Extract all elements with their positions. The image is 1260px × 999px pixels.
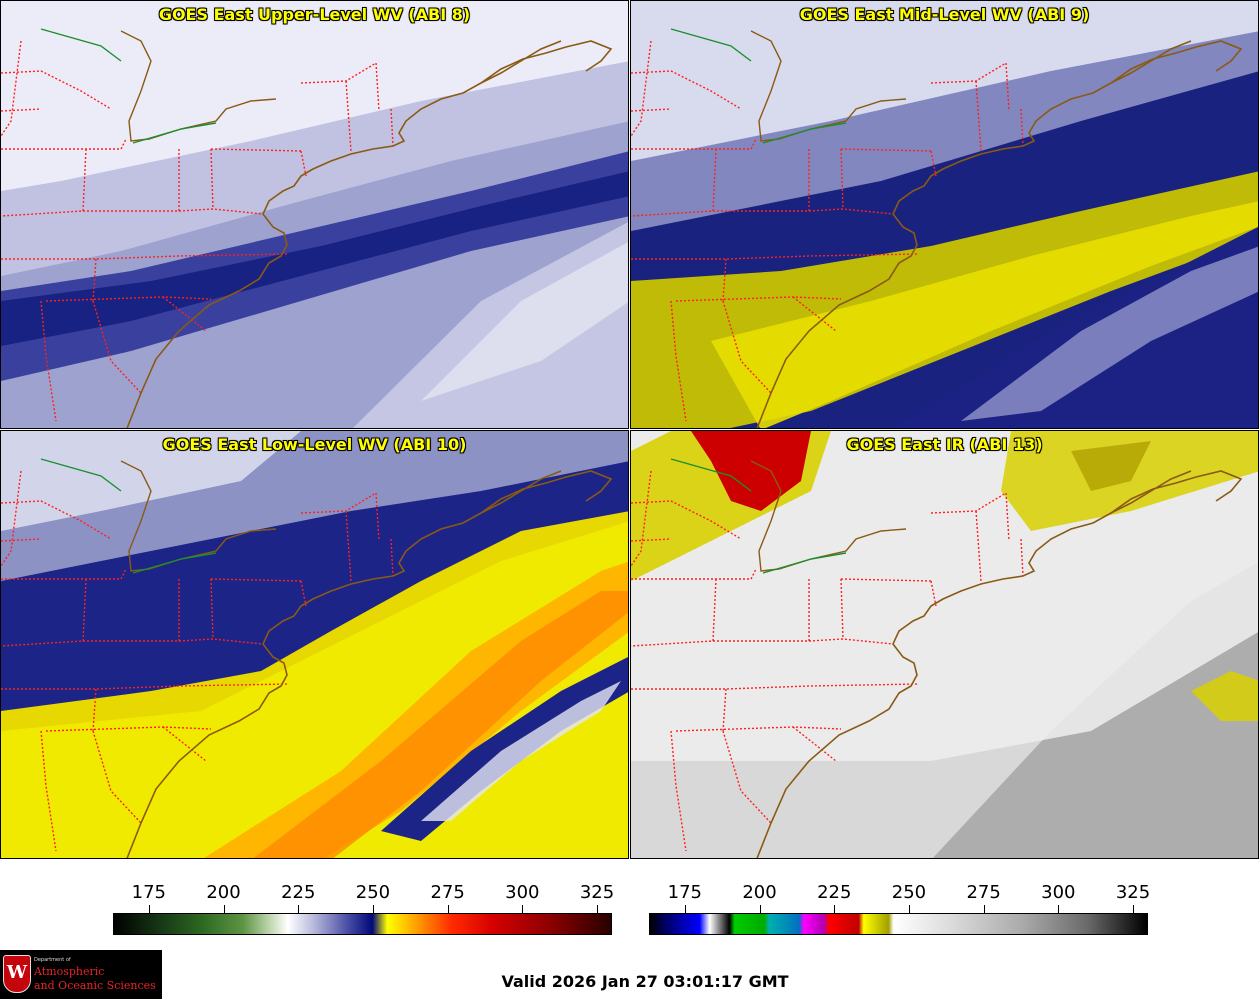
colorbar-tick (372, 905, 374, 913)
upper-level-wv-panel: GOES East Upper-Level WV (ABI 8) (0, 0, 629, 429)
logo-line-2: and Oceanic Sciences (34, 979, 156, 992)
colorbar-tick-label: 325 (1115, 882, 1151, 903)
colorbar-tick-label: 175 (667, 882, 703, 903)
mid-level-wv-image (631, 1, 1258, 428)
ir-image (631, 431, 1258, 858)
colorbar-tick (983, 905, 985, 913)
low-level-wv-image (1, 431, 628, 858)
mid-level-wv-panel: GOES East Mid-Level WV (ABI 9) (630, 0, 1259, 429)
colorbar-tick (1058, 905, 1060, 913)
colorbar-tick (522, 905, 524, 913)
colorbar-tick-label: 225 (817, 882, 852, 903)
colorbar-tick (908, 905, 910, 913)
colorbar-tick-label: 225 (281, 882, 316, 903)
ir-colorbar: 175 200 225 250 275 300 325 (649, 880, 1150, 940)
colorbar-tick (597, 905, 599, 913)
low-level-wv-panel: GOES East Low-Level WV (ABI 10) (0, 430, 629, 859)
ir-panel: GOES East IR (ABI 13) (630, 430, 1259, 859)
upper-level-wv-image (1, 1, 628, 428)
valid-time-label: Valid 2026 Jan 27 03:01:17 GMT (501, 972, 789, 991)
colorbar-tick-label: 300 (1041, 882, 1076, 903)
ir-colorbar-gradient (649, 913, 1148, 935)
colorbar-tick-label: 175 (131, 882, 167, 903)
colorbar-tick (223, 905, 225, 913)
colorbar-tick (298, 905, 300, 913)
colorbar-tick (834, 905, 836, 913)
map-overlay (631, 458, 1243, 858)
colorbar-tick (684, 905, 686, 913)
logo-dept-text: Department of (34, 957, 71, 963)
panel-title: GOES East IR (ABI 13) (846, 435, 1043, 454)
colorbar-tick-label: 275 (430, 882, 465, 903)
panel-title: GOES East Low-Level WV (ABI 10) (162, 435, 467, 454)
map-overlay (1, 458, 613, 858)
panel-title: GOES East Mid-Level WV (ABI 9) (799, 5, 1090, 24)
aos-logo: W Department of Atmospheric and Oceanic … (0, 950, 162, 999)
wv-colorbar: 175 200 225 250 275 300 325 (113, 880, 614, 940)
colorbar-tick-label: 325 (579, 882, 615, 903)
colorbar-tick (1133, 905, 1135, 913)
colorbar-tick-label: 250 (355, 882, 391, 903)
colorbar-tick-label: 200 (742, 882, 777, 903)
map-overlay (631, 28, 1243, 428)
colorbar-tick-label: 300 (505, 882, 540, 903)
map-overlay (1, 28, 613, 428)
colorbar-tick (447, 905, 449, 913)
colorbar-tick (148, 905, 150, 913)
wv-colorbar-gradient (113, 913, 612, 935)
colorbar-tick-label: 275 (966, 882, 1001, 903)
colorbar-tick (759, 905, 761, 913)
colorbar-tick-label: 200 (206, 882, 241, 903)
logo-line-1: Atmospheric (34, 965, 105, 978)
uw-crest-icon: W (3, 955, 31, 993)
colorbar-tick-label: 250 (891, 882, 927, 903)
panel-title: GOES East Upper-Level WV (ABI 8) (158, 5, 471, 24)
